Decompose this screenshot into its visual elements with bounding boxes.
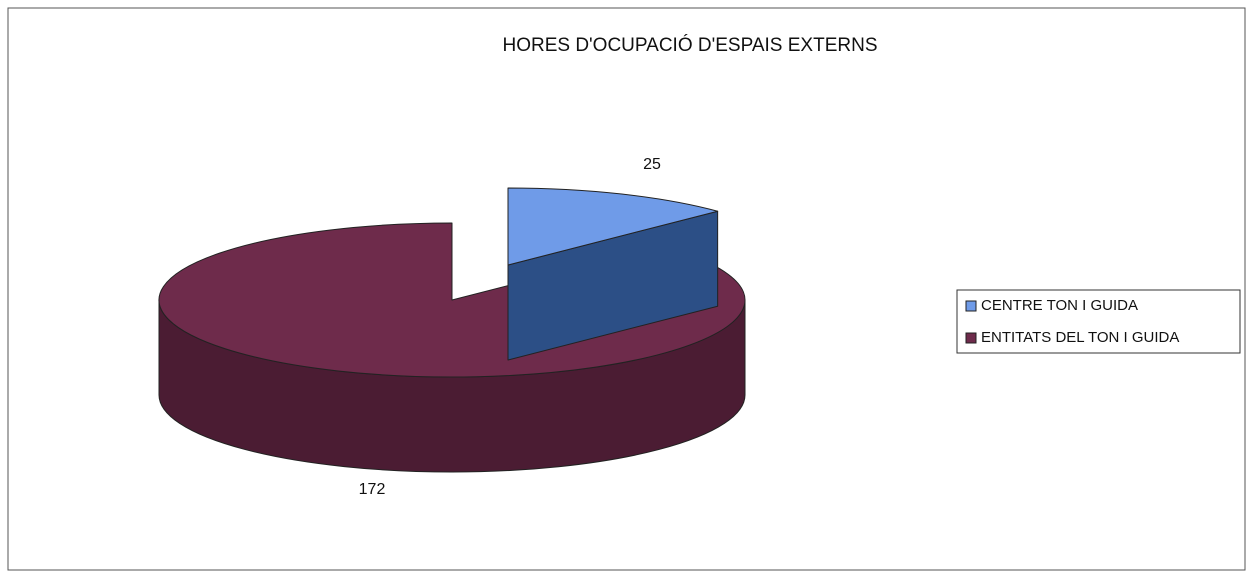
chart-title: HORES D'OCUPACIÓ D'ESPAIS EXTERNS <box>502 34 877 56</box>
data-label: 172 <box>359 481 386 498</box>
slice <box>158 222 746 378</box>
data-label: 25 <box>643 156 661 173</box>
legend-swatch <box>965 300 977 312</box>
legend-box <box>956 289 1241 354</box>
legend-label: ENTITATS DEL TON I GUIDA <box>981 329 1179 346</box>
legend-swatch <box>965 332 977 344</box>
legend-label: CENTRE TON I GUIDA <box>981 297 1138 314</box>
slice <box>507 187 719 266</box>
